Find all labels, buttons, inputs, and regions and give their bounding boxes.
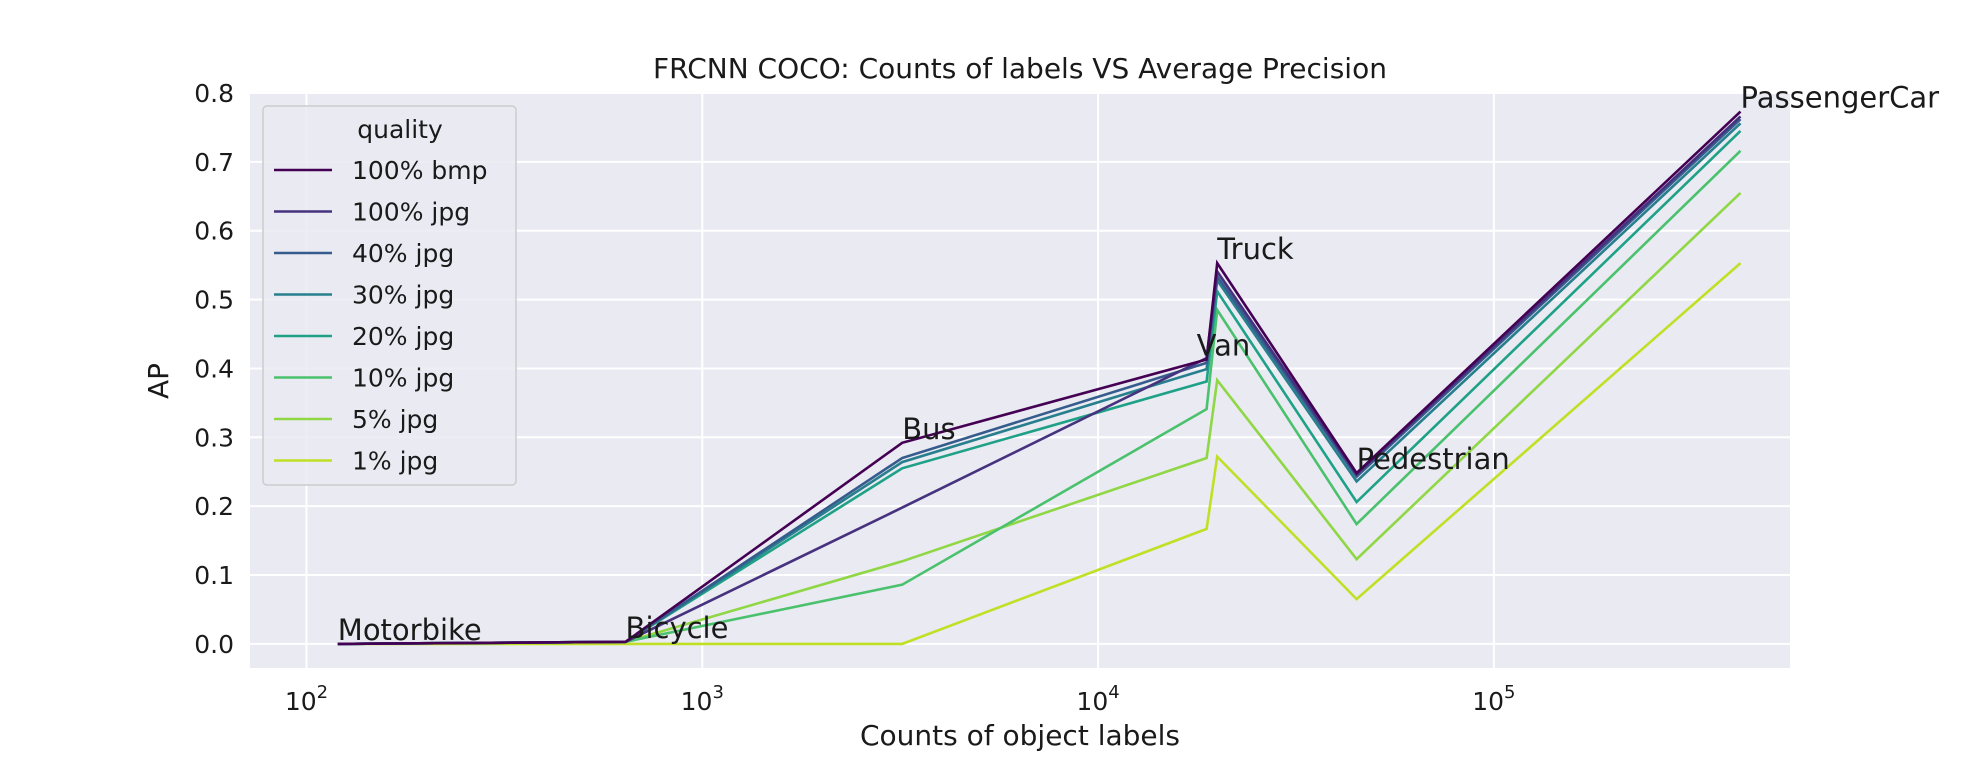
y-axis-label: AP	[142, 363, 175, 399]
y-tick-label: 0.6	[194, 217, 234, 246]
legend-label: 30% jpg	[352, 281, 454, 310]
x-axis-label: Counts of object labels	[860, 719, 1180, 752]
legend-label: 40% jpg	[352, 239, 454, 268]
legend-box	[262, 105, 517, 486]
y-tick-label: 0.1	[194, 561, 234, 590]
annotation-label: Truck	[1216, 232, 1294, 266]
y-tick-label: 0.2	[194, 492, 234, 521]
legend-label: 20% jpg	[352, 322, 454, 351]
legend: quality 100% bmp 100% jpg 40% jpg 30% jpg 20…	[262, 105, 517, 486]
y-tick-label: 0.5	[194, 286, 234, 315]
annotation-label: PassengerCar	[1741, 81, 1940, 115]
y-tick-label: 0.4	[194, 354, 234, 383]
x-tick-label: 104	[1076, 682, 1119, 716]
annotation-label: Bicycle	[626, 611, 729, 645]
legend-label: 100% bmp	[352, 156, 488, 185]
annotation-label: Pedestrian	[1357, 442, 1510, 476]
y-tick-label: 0.0	[194, 630, 234, 659]
legend-label: 10% jpg	[352, 364, 454, 393]
chart-title: FRCNN COCO: Counts of labels VS Average …	[653, 52, 1387, 85]
legend-label: 5% jpg	[352, 405, 438, 434]
series-lines	[337, 110, 1742, 646]
tick-labels: 0.0 0.1 0.2 0.3 0.4 0.5 0.6 0.7 0.8 102 103 104 105	[194, 79, 1515, 716]
point-annotations: Motorbike Bicycle Bus Van Truck Pedestrian Pas…	[338, 81, 1939, 647]
y-tick-label: 0.8	[194, 79, 234, 108]
x-tick-label: 102	[285, 682, 328, 716]
series-line	[337, 262, 1742, 646]
y-tick-label: 0.7	[194, 148, 234, 177]
legend-items: 100% bmp 100% jpg 40% jpg 30% jpg 20% jpg 10%…	[274, 156, 488, 476]
series-line	[337, 110, 1742, 646]
y-tick-label: 0.3	[194, 423, 234, 452]
legend-label: 1% jpg	[352, 447, 438, 476]
legend-title: quality	[357, 115, 443, 144]
annotation-label: Bus	[902, 412, 955, 446]
x-tick-label: 103	[681, 682, 724, 716]
annotation-label: Motorbike	[338, 613, 482, 647]
x-tick-label: 105	[1472, 682, 1515, 716]
annotation-label: Van	[1197, 328, 1251, 362]
legend-label: 100% jpg	[352, 198, 470, 227]
